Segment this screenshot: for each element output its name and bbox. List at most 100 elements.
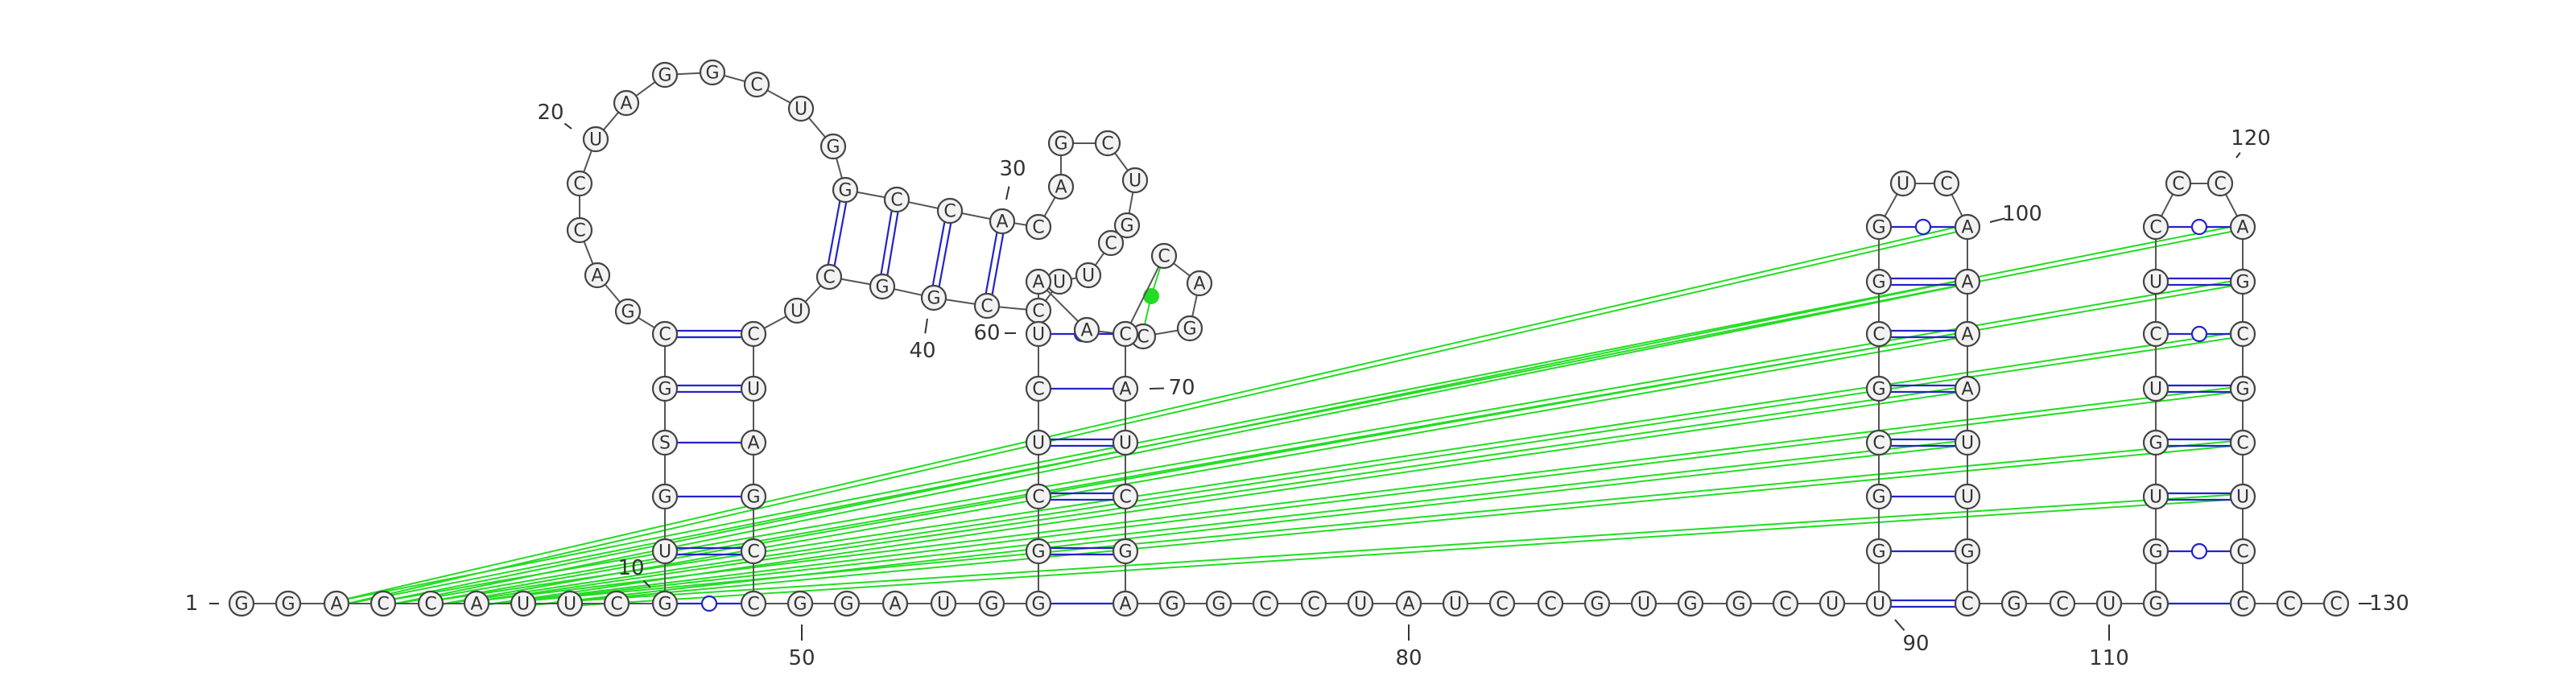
nucleotide-92: G (1865, 483, 1893, 510)
nucleotide-129: C (2276, 590, 2303, 617)
backbone (242, 71, 2336, 604)
nucleotide-124: G (2229, 375, 2256, 402)
label-text: 60 (973, 321, 1000, 345)
nucleotide-53: G (833, 590, 861, 617)
nucleotide-2: G (275, 590, 302, 617)
nucleotide-123: C (2229, 320, 2256, 348)
nucleotide-24: C (743, 71, 770, 98)
label-tick (1005, 186, 1010, 200)
nucleotide-61: C (1025, 375, 1052, 402)
nucleotide-25: U (787, 95, 815, 122)
nucleotide-35: U (1121, 167, 1149, 194)
base-pair-line (931, 221, 946, 286)
pseudoknot-line (430, 331, 2244, 602)
nucleotide-letter: G (826, 138, 840, 158)
nucleotide-40: C (1025, 297, 1052, 324)
backbone-path (242, 71, 2336, 604)
nucleotide-45: U (783, 297, 811, 324)
nucleotide-letter: U (2149, 273, 2162, 293)
nucleotide-42: G (920, 284, 947, 311)
nucleotide-letter: U (658, 542, 671, 563)
pseudoknot-line (569, 493, 2244, 602)
nucleotide-letter: G (1031, 542, 1045, 563)
nucleotide-99: C (1933, 170, 1960, 197)
nucleotide-130: C (2322, 590, 2350, 617)
base-pair-line (880, 210, 893, 274)
nucleotide-84: G (1583, 590, 1611, 617)
nucleotide-letter: U (795, 100, 807, 120)
label-text: 70 (1168, 376, 1195, 400)
pseudoknot-line (476, 385, 2244, 602)
nucleotide-letter: C (573, 221, 585, 241)
nucleotide-letter: G (1872, 273, 1885, 293)
nucleotide-18: C (566, 216, 593, 244)
nucleotide-letter: G (705, 64, 719, 84)
nucleotide-letter: G (621, 303, 634, 323)
base-pair-line (985, 232, 998, 294)
nucleotide-16: G (614, 298, 642, 325)
nucleotide-letter: C (2236, 325, 2248, 345)
nucleotide-letter: U (1032, 325, 1045, 345)
position-label-30: 30 (999, 157, 1026, 200)
nucleotide-15: C (651, 320, 679, 348)
nucleotide-letter: G (793, 595, 807, 615)
label-text: 20 (537, 101, 564, 125)
nucleotide-letter: G (1590, 595, 1604, 615)
nucleotide-letter: G (746, 488, 760, 508)
nucleotide-89: U (1818, 590, 1846, 617)
nucleotide-letter: G (1872, 488, 1885, 508)
nucleotide-letter: C (2236, 542, 2248, 563)
nucleotide-letter: C (2330, 595, 2342, 615)
pseudoknot-line (522, 444, 1968, 607)
pseudoknot-line (476, 390, 2244, 607)
nucleotide-letter: C (1032, 380, 1044, 400)
nucleotide-95: C (1865, 320, 1893, 348)
position-label-90: 90 (1894, 619, 1930, 656)
nucleotide-letter: G (2007, 595, 2021, 615)
nucleotide-letter: C (1496, 595, 1508, 615)
nucleotide-letter: C (2149, 218, 2161, 238)
position-label-120: 120 (2231, 126, 2271, 159)
nucleotide-88: C (1772, 590, 1799, 617)
nucleotide-50: C (740, 538, 767, 565)
label-text: 100 (2002, 202, 2042, 226)
nucleotide-81: U (1442, 590, 1469, 617)
nucleotide-letter: U (564, 595, 576, 615)
nucleotide-letter: A (1032, 273, 1044, 293)
nucleotide-10: G (651, 590, 679, 617)
nucleotide-letter: C (2236, 595, 2248, 615)
nucleotide-letter: C (2214, 175, 2226, 195)
label-text: 30 (999, 157, 1026, 181)
nucleotide-letter: C (750, 76, 762, 96)
nucleotide-104: U (1954, 429, 1981, 456)
pseudoknot-line (430, 331, 1968, 602)
nucleotide-letter: C (2149, 325, 2161, 345)
nucleotide-58: G (1025, 538, 1052, 565)
nucleotide-letter: A (620, 94, 632, 114)
nucleotide-letter: U (1119, 434, 1132, 454)
nucleotide-127: C (2229, 538, 2256, 565)
nucleotide-letter: G (658, 488, 671, 508)
nucleotide-letter: G (1960, 542, 1974, 563)
nucleotide-letter: A (1961, 273, 1973, 293)
nucleotide-letter: U (1961, 488, 1974, 508)
nucleotide-letter: C (1032, 218, 1044, 238)
nucleotide-letter: U (791, 302, 803, 322)
nucleotide-letter: C (1872, 434, 1885, 454)
nucleotide-letter: A (1193, 274, 1205, 295)
nucleotide-110: U (2095, 590, 2123, 617)
nucleotide-letter: U (1449, 595, 1462, 615)
nucleotide-letter: A (1961, 380, 1973, 400)
nucleotide-86: G (1677, 590, 1704, 617)
nucleotide-76: G (1205, 590, 1232, 617)
base-pair-line (991, 233, 1005, 295)
nucleotide-21: A (613, 89, 640, 117)
nucleotide-22: G (651, 61, 679, 89)
position-label-1: 1 (185, 592, 219, 616)
nucleotide-letter: C (2283, 595, 2295, 615)
nucleotide-120: C (2207, 170, 2234, 197)
noncanonical-pair-marker (2190, 218, 2208, 236)
position-label-40: 40 (909, 318, 936, 363)
nucleotide-66: G (1176, 315, 1203, 342)
nucleotide-63: A (1025, 268, 1052, 295)
